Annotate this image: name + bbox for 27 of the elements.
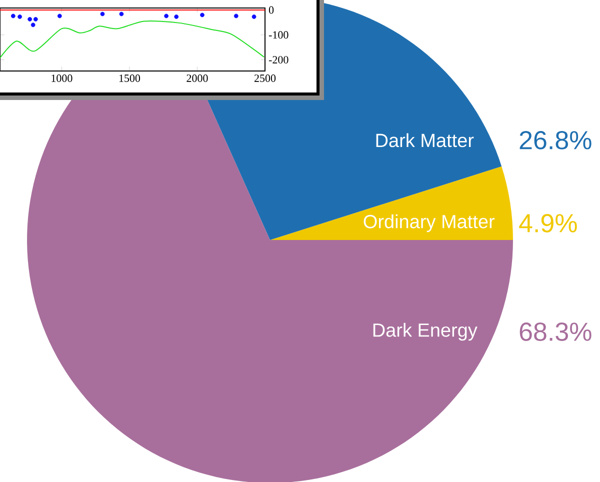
line-series [0, 20, 265, 58]
slice-label: Ordinary Matter [364, 214, 495, 232]
x-tick-label: 1000 [52, 74, 72, 82]
point [57, 14, 62, 18]
y-tick-label: 0 [268, 6, 274, 14]
point [200, 12, 204, 18]
slice-label: Dark Matter [376, 133, 474, 148]
point [252, 14, 256, 19]
point [174, 14, 179, 19]
point [234, 14, 238, 18]
point [119, 12, 124, 16]
y-tick-label: -100 [268, 31, 288, 39]
y-tick-label: -200 [268, 56, 288, 64]
point [33, 17, 38, 22]
point [30, 22, 36, 28]
data-label: 68.3% [520, 322, 592, 341]
point [100, 12, 105, 16]
point [18, 14, 22, 19]
x-tick-label: 2500 [254, 74, 276, 82]
x-tick-label: 2000 [186, 74, 208, 82]
point [164, 14, 169, 18]
point [10, 14, 16, 18]
slice-label: Dark Energy [373, 322, 478, 341]
data-label: 4.9% [519, 214, 577, 232]
x-tick-label: 1500 [119, 74, 140, 82]
data-label: 26.8% [520, 130, 592, 150]
point [28, 17, 32, 22]
